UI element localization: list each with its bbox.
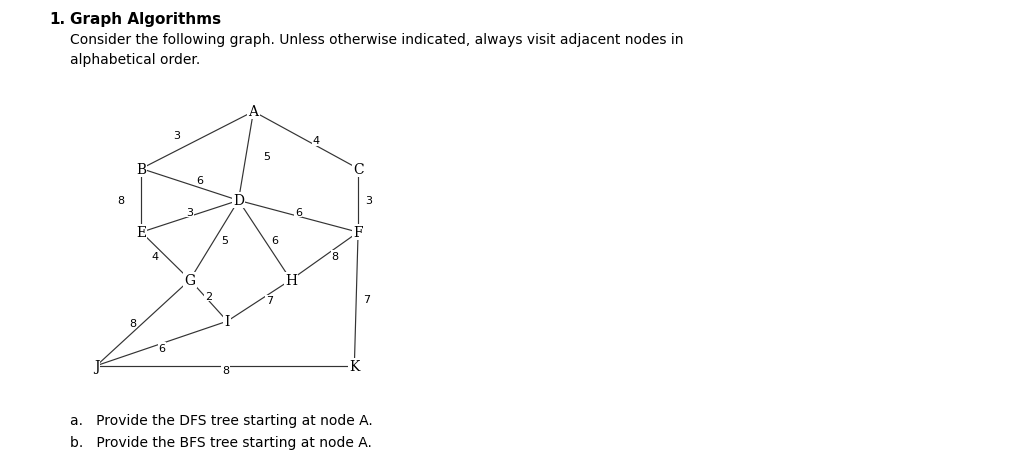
Text: C: C <box>353 162 364 176</box>
Text: Consider the following graph. Unless otherwise indicated, always visit adjacent : Consider the following graph. Unless oth… <box>70 33 683 47</box>
Text: K: K <box>349 359 359 373</box>
Text: I: I <box>224 314 230 328</box>
Text: 4: 4 <box>312 136 319 146</box>
Text: 8: 8 <box>118 196 124 206</box>
Text: 5: 5 <box>263 151 270 162</box>
Text: J: J <box>94 359 99 373</box>
Text: 1.: 1. <box>49 12 66 26</box>
Text: 8: 8 <box>222 365 229 375</box>
Text: F: F <box>353 225 362 240</box>
Text: 7: 7 <box>362 294 370 304</box>
Text: E: E <box>136 225 146 240</box>
Text: A: A <box>249 105 258 119</box>
Text: Graph Algorithms: Graph Algorithms <box>70 12 221 26</box>
Text: 4: 4 <box>152 251 159 262</box>
Text: 3: 3 <box>365 196 372 206</box>
Text: 2: 2 <box>205 291 212 301</box>
Text: 8: 8 <box>129 318 136 328</box>
Text: 6: 6 <box>197 175 204 186</box>
Text: 6: 6 <box>159 343 165 353</box>
Text: alphabetical order.: alphabetical order. <box>70 53 200 67</box>
Text: B: B <box>136 162 146 176</box>
Text: 5: 5 <box>221 236 228 245</box>
Text: 3: 3 <box>173 131 180 141</box>
Text: 6: 6 <box>271 236 279 245</box>
Text: D: D <box>233 194 244 208</box>
Text: b.   Provide the BFS tree starting at node A.: b. Provide the BFS tree starting at node… <box>70 435 372 449</box>
Text: 8: 8 <box>331 251 338 262</box>
Text: 3: 3 <box>186 207 194 217</box>
Text: a.   Provide the DFS tree starting at node A.: a. Provide the DFS tree starting at node… <box>70 413 373 427</box>
Text: H: H <box>285 273 297 287</box>
Text: 6: 6 <box>295 207 302 217</box>
Text: 7: 7 <box>265 296 272 306</box>
Text: G: G <box>184 273 196 287</box>
